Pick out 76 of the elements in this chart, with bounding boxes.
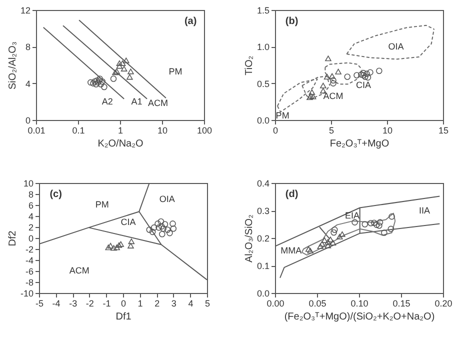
y-axis-title: Df2: [7, 230, 18, 246]
x-tick-label: 0.1: [72, 126, 85, 136]
y-tick-label: 6: [28, 200, 34, 210]
x-tick-label: 0.00: [266, 298, 284, 308]
x-axis-title: Df1: [116, 312, 132, 322]
x-tick-label: 5: [328, 126, 334, 136]
annotation: IIA: [419, 206, 430, 216]
y-tick-label: 0.0: [256, 288, 270, 298]
annotation: CIA: [356, 80, 372, 90]
x-tick-label: 10: [157, 126, 168, 136]
annotation: MMA: [280, 246, 302, 256]
x-tick-label: -3: [69, 298, 78, 308]
x-axis-title: Fe₂O₃ᵀ+MgO: [330, 138, 390, 150]
x-tick-label: 10: [382, 126, 393, 136]
x-tick-label: 0.15: [392, 298, 410, 308]
y-tick-label: -4: [25, 256, 34, 266]
y-axis-title: TiO₂: [244, 56, 255, 76]
y-tick-label: 0.5: [256, 78, 270, 89]
x-tick-label: 1: [138, 298, 143, 308]
x-tick-label: -2: [86, 298, 94, 308]
x-tick-label: 4: [188, 298, 194, 308]
y-tick-label: -6: [25, 266, 34, 276]
y-tick-label: -8: [25, 278, 34, 288]
x-tick-label: -5: [35, 298, 44, 308]
annotation: (b): [285, 16, 298, 27]
x-tick-label: 0: [120, 298, 126, 308]
x-tick-label: 0: [272, 126, 278, 136]
annotation: PM: [276, 110, 290, 121]
annotation: OIA: [159, 194, 175, 204]
x-tick-label: 15: [438, 126, 449, 136]
annotation: ACM: [148, 98, 168, 108]
x-axis-title: (Fe₂O₃ᵀ+MgO)/(SiO₂+K₂O+Na₂O): [284, 312, 435, 322]
annotation: CIA: [120, 217, 136, 228]
x-tick-label: 5: [204, 298, 210, 308]
y-tick-label: -10: [20, 288, 34, 298]
y-tick-label: 0.1: [256, 261, 270, 271]
annotation: A2: [102, 96, 113, 107]
y-tick-label: 8: [28, 190, 34, 200]
y-tick-label: 0: [25, 116, 30, 126]
y-axis-title: Al₂O₃/SiO₂: [244, 214, 255, 262]
y-tick-label: 0.3: [256, 206, 270, 216]
x-tick-label: 3: [171, 298, 176, 308]
x-tick-label: 0.01: [28, 126, 46, 136]
y-tick-label: 1.5: [256, 6, 270, 16]
annotation: ACM: [323, 90, 344, 101]
x-axis-title: K₂O/Na₂O: [98, 138, 144, 150]
y-axis-title: SiO₂/Al₂O₃: [7, 42, 18, 90]
annotation: OIA: [388, 42, 404, 52]
x-tick-label: 2: [154, 298, 160, 308]
annotation: (d): [285, 189, 298, 200]
y-tick-label: 2: [28, 222, 34, 232]
y-tick-label: 0.4: [256, 178, 270, 188]
annotation: PM: [168, 66, 182, 77]
annotation: EIA: [345, 210, 360, 221]
y-tick-label: 0: [28, 234, 34, 244]
y-tick-label: 4: [25, 78, 30, 89]
y-tick-label: 0.0: [256, 116, 270, 126]
x-tick-label: 0.05: [308, 298, 326, 308]
annotation: (c): [50, 189, 62, 200]
x-tick-label: 1: [118, 126, 124, 136]
y-tick-label: 8: [25, 42, 30, 52]
x-tick-label: -4: [52, 298, 60, 308]
annotation: A1: [131, 96, 142, 107]
y-tick-label: 12: [20, 6, 30, 16]
annotation: ACM: [69, 265, 90, 276]
y-tick-label: 1.0: [256, 42, 270, 52]
y-tick-label: 10: [23, 178, 34, 188]
x-tick-label: 0.20: [434, 298, 452, 308]
annotation: (a): [184, 16, 197, 27]
x-tick-label: 100: [196, 126, 212, 136]
annotation: PM: [95, 199, 109, 210]
x-tick-label: -1: [102, 298, 111, 308]
y-tick-label: 4: [28, 212, 34, 222]
x-tick-label: 0.10: [350, 298, 368, 308]
y-tick-label: 0.2: [256, 234, 270, 244]
y-tick-label: -2: [25, 244, 34, 254]
